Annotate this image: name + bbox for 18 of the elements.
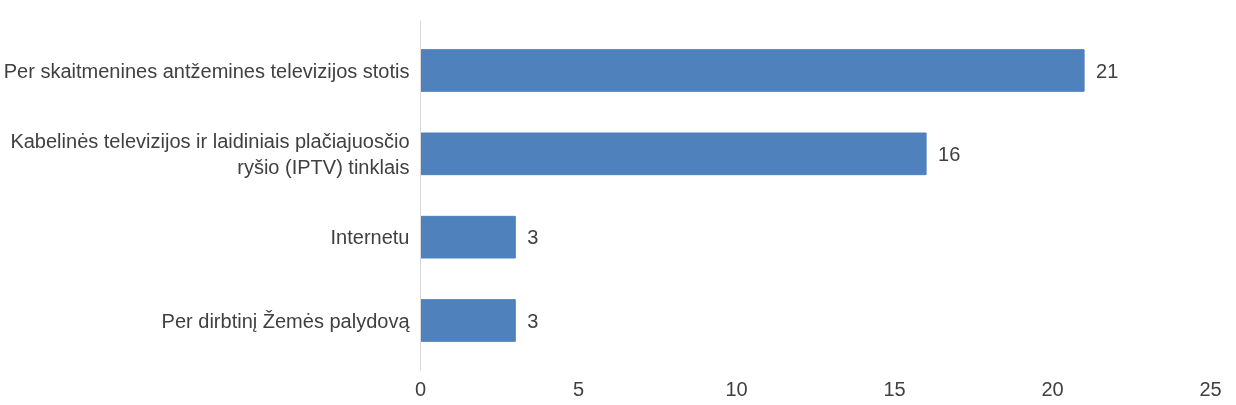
bar bbox=[420, 215, 516, 259]
data-label: 21 bbox=[1096, 59, 1119, 82]
x-tick-label: 5 bbox=[572, 377, 585, 400]
x-tick-label: 20 bbox=[1041, 377, 1064, 400]
x-tick-label: 0 bbox=[414, 377, 427, 400]
x-tick-label: 25 bbox=[1199, 377, 1222, 400]
bar bbox=[420, 132, 927, 176]
x-tick-label: 15 bbox=[883, 377, 906, 400]
x-tick-label: 10 bbox=[725, 377, 748, 400]
data-label: 16 bbox=[938, 142, 961, 165]
y-tick-label: Per dirbtinį Žemės palydovą bbox=[161, 309, 411, 332]
data-label: 3 bbox=[527, 226, 539, 249]
bar bbox=[420, 299, 516, 342]
y-tick-label: Internetu bbox=[330, 226, 410, 249]
bar bbox=[420, 49, 1085, 92]
y-tick-label: Per skaitmenines antžemines televizijos stotis bbox=[3, 59, 410, 82]
y-tick-label: Kabelinės televizijos ir laidiniais plačiajuosčio ryšio (IPTV) tinklais bbox=[10, 129, 410, 179]
data-label: 3 bbox=[527, 309, 539, 332]
